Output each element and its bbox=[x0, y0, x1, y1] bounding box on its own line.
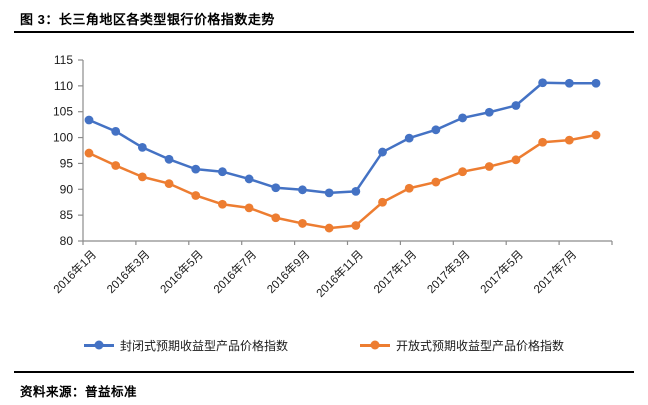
svg-text:2016年11月: 2016年11月 bbox=[313, 247, 366, 300]
svg-text:2017年5月: 2017年5月 bbox=[477, 247, 526, 296]
svg-text:90: 90 bbox=[60, 182, 74, 196]
svg-text:95: 95 bbox=[60, 156, 74, 170]
svg-text:105: 105 bbox=[53, 105, 73, 119]
title-divider bbox=[14, 31, 634, 33]
svg-text:2017年1月: 2017年1月 bbox=[371, 247, 420, 296]
svg-text:85: 85 bbox=[60, 208, 74, 222]
svg-text:110: 110 bbox=[54, 79, 73, 93]
footer-divider bbox=[14, 371, 634, 373]
svg-text:2017年7月: 2017年7月 bbox=[531, 247, 580, 296]
legend-label-open-end: 开放式预期收益型产品价格指数 bbox=[396, 338, 565, 353]
svg-text:100: 100 bbox=[53, 131, 73, 145]
svg-text:2016年9月: 2016年9月 bbox=[264, 247, 313, 296]
svg-text:2016年1月: 2016年1月 bbox=[50, 247, 99, 296]
svg-text:2016年5月: 2016年5月 bbox=[157, 247, 206, 296]
svg-text:80: 80 bbox=[60, 234, 74, 248]
legend-marker-closed-end bbox=[83, 340, 114, 350]
svg-text:115: 115 bbox=[54, 53, 73, 67]
legend-marker-open-end bbox=[360, 340, 390, 350]
svg-text:2017年3月: 2017年3月 bbox=[424, 247, 473, 296]
svg-text:2016年3月: 2016年3月 bbox=[104, 247, 153, 296]
legend-item-open-end: 开放式预期收益型产品价格指数 bbox=[360, 337, 564, 354]
figure-title: 图 3：长三角地区各类型银行价格指数走势 bbox=[20, 12, 275, 27]
chart-legend: 封闭式预期收益型产品价格指数 开放式预期收益型产品价格指数 bbox=[0, 336, 648, 354]
legend-label-closed-end: 封闭式预期收益型产品价格指数 bbox=[119, 338, 288, 353]
svg-text:2016年7月: 2016年7月 bbox=[210, 247, 259, 296]
source-note: 资料来源：普益标准 bbox=[20, 385, 138, 399]
legend-item-closed-end: 封闭式预期收益型产品价格指数 bbox=[83, 337, 288, 354]
